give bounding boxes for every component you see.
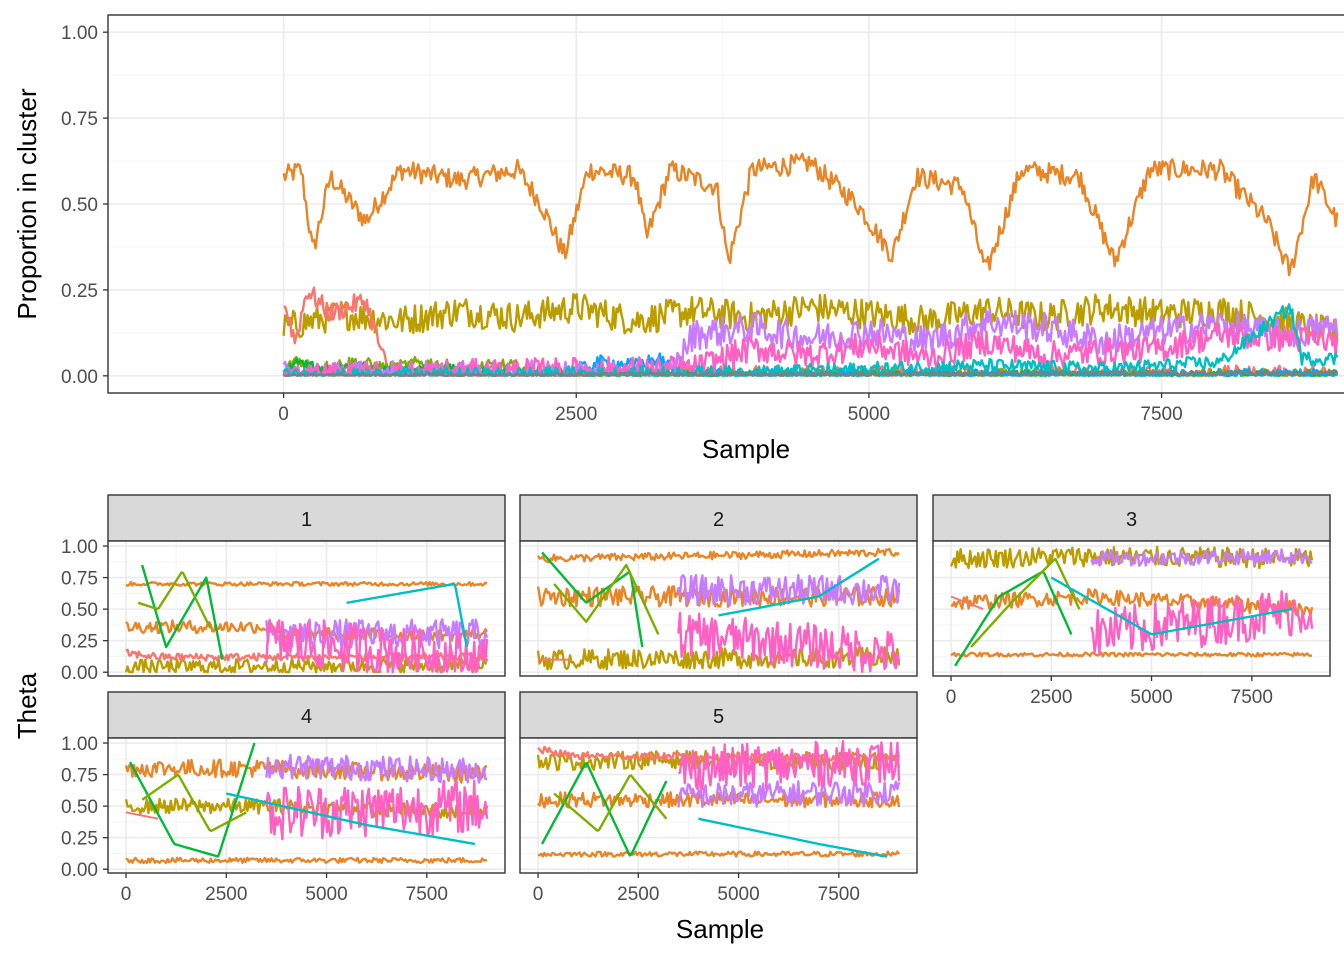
y-tick-label: 0.00 xyxy=(61,367,98,388)
y-tick-label: 0.00 xyxy=(61,860,98,881)
facet-panel-5 xyxy=(519,737,918,874)
series-line-9 xyxy=(346,582,469,648)
series-line-10 xyxy=(283,369,1339,377)
facet-panel-4 xyxy=(107,737,506,874)
series-line-4 xyxy=(950,595,984,611)
series-group xyxy=(949,545,1314,667)
series-line-5 xyxy=(129,742,256,858)
x-tick-label: 7500 xyxy=(1231,687,1273,708)
facet-strip-label: 2 xyxy=(713,509,724,531)
series-line-2 xyxy=(282,292,1339,348)
x-tick-label: 5000 xyxy=(717,884,759,905)
x-tick-label: 0 xyxy=(121,884,132,905)
facet-strip-label: 3 xyxy=(1126,509,1137,531)
panel-border xyxy=(519,540,918,677)
series-line-1 xyxy=(537,850,901,858)
y-tick-label: 1.00 xyxy=(61,537,98,558)
y-tick-label: 0.75 xyxy=(61,109,98,130)
series-group xyxy=(124,742,489,865)
series-line-2 xyxy=(536,585,901,608)
series-group xyxy=(282,152,1339,377)
series-line-5 xyxy=(954,570,1073,667)
x-tick-label: 0 xyxy=(278,404,289,425)
y-tick-label: 0.25 xyxy=(61,829,98,850)
y-tick-label: 0.50 xyxy=(61,600,98,621)
facet-strip-label: 1 xyxy=(301,509,312,531)
x-tick-label: 0 xyxy=(946,687,957,708)
y-tick-label: 0.25 xyxy=(61,281,98,302)
top-panel xyxy=(107,14,1344,394)
facet-strip-3 xyxy=(932,494,1331,542)
series-line-6 xyxy=(137,571,212,629)
series-line-8 xyxy=(677,740,901,791)
series-line-6 xyxy=(553,774,668,832)
series-line-5 xyxy=(140,564,224,660)
series-line-7 xyxy=(677,778,901,808)
y-tick-label: 0.00 xyxy=(61,663,98,684)
panel-border xyxy=(932,540,1331,677)
series-line-6 xyxy=(141,773,247,833)
top-x-axis-title: Sample xyxy=(702,434,790,464)
series-group xyxy=(536,740,901,858)
series-line-2 xyxy=(950,588,1314,617)
series-line-6 xyxy=(553,563,660,635)
y-tick-label: 1.00 xyxy=(61,734,98,755)
series-line-9 xyxy=(226,792,476,846)
x-tick-label: 7500 xyxy=(406,884,448,905)
x-tick-label: 5000 xyxy=(1130,687,1172,708)
facet-panel-3 xyxy=(932,540,1331,677)
series-line-4 xyxy=(537,745,901,763)
series-line-7 xyxy=(265,618,489,651)
series-line-6 xyxy=(970,557,1081,648)
facet-panel-2 xyxy=(519,540,918,677)
top-y-axis-title: Proportion in cluster xyxy=(12,88,42,320)
facet-strip-4 xyxy=(107,691,506,739)
x-tick-label: 5000 xyxy=(848,404,890,425)
x-tick-label: 7500 xyxy=(818,884,860,905)
series-line-2 xyxy=(537,791,901,809)
series-line-4 xyxy=(125,811,159,820)
series-line-1 xyxy=(282,152,1339,277)
facet-x-axis-title: Sample xyxy=(676,914,764,944)
series-line-5 xyxy=(541,551,644,648)
facet-panel-1 xyxy=(107,540,506,677)
facet-y-axis-title: Theta xyxy=(12,672,42,739)
y-tick-label: 0.25 xyxy=(61,632,98,653)
series-line-9 xyxy=(698,817,888,858)
series-line-4 xyxy=(125,648,488,662)
y-tick-label: 0.75 xyxy=(61,569,98,590)
series-group xyxy=(124,564,489,674)
facet-strip-label: 5 xyxy=(713,706,724,728)
series-line-1 xyxy=(125,856,488,865)
y-tick-label: 1.00 xyxy=(61,23,98,44)
series-line-7 xyxy=(265,753,487,784)
x-tick-label: 2500 xyxy=(1030,687,1072,708)
series-line-8 xyxy=(677,611,901,673)
series-line-1 xyxy=(125,580,488,587)
panel-border xyxy=(519,737,918,874)
x-tick-label: 2500 xyxy=(205,884,247,905)
series-line-5 xyxy=(541,761,668,857)
x-tick-label: 2500 xyxy=(555,404,597,425)
x-tick-label: 7500 xyxy=(1140,404,1182,425)
series-line-3 xyxy=(536,646,901,671)
y-tick-label: 0.75 xyxy=(61,766,98,787)
facet-strip-label: 4 xyxy=(301,706,312,728)
series-line-9 xyxy=(283,303,1339,377)
series-line-8 xyxy=(265,618,489,674)
series-line-9 xyxy=(1050,576,1293,636)
series-line-1 xyxy=(950,651,1313,658)
series-line-1 xyxy=(536,547,900,564)
y-tick-label: 0.50 xyxy=(61,797,98,818)
series-line-9 xyxy=(718,557,880,617)
x-tick-label: 0 xyxy=(533,884,544,905)
facet-strip-1 xyxy=(107,494,506,542)
y-tick-label: 0.50 xyxy=(61,195,98,216)
x-tick-label: 5000 xyxy=(305,884,347,905)
series-group xyxy=(536,547,901,673)
facet-strip-2 xyxy=(519,494,918,542)
x-tick-label: 2500 xyxy=(617,884,659,905)
series-line-7 xyxy=(1090,548,1313,567)
